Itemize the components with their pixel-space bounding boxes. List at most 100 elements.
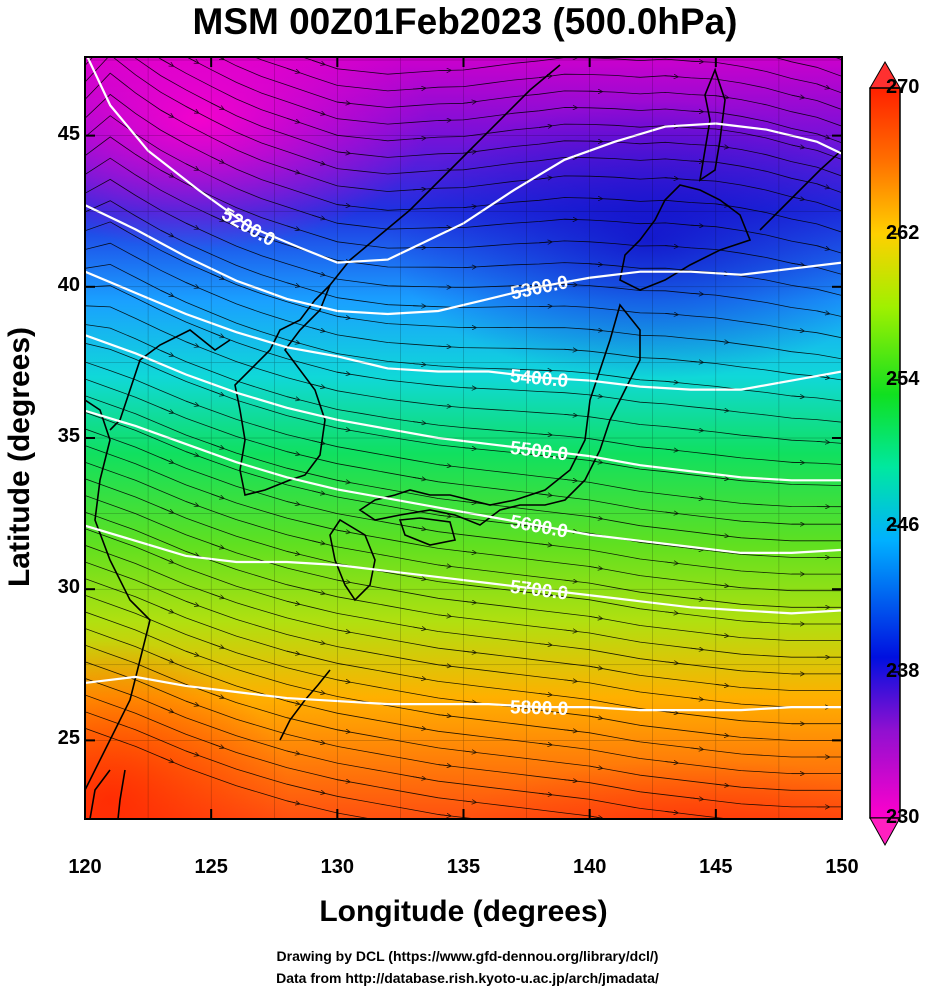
streamline-arrow: [286, 67, 300, 72]
streamline-arrow: [185, 501, 199, 507]
streamline-arrow: [413, 827, 426, 829]
streamline-arrow: [337, 152, 350, 153]
streamline-arrow: [185, 551, 199, 556]
streamline-arrow: [185, 163, 199, 170]
streamline-arrow: [463, 206, 477, 207]
streamline-arrow: [539, 594, 552, 596]
streamline-arrow: [337, 428, 350, 430]
y-tick-marks: [85, 134, 842, 742]
streamline-arrow: [539, 177, 552, 179]
streamline-arrow: [438, 765, 451, 767]
streamline-arrow: [564, 730, 577, 732]
streamline-arrow: [211, 443, 224, 449]
streamline-arrow: [286, 117, 300, 122]
streamline-arrow: [715, 146, 729, 148]
streamline: [85, 305, 842, 444]
streamline: [218, 57, 842, 127]
streamline-arrow: [464, 52, 477, 54]
streamline: [185, 57, 842, 144]
streamline: [85, 428, 842, 575]
streamline-arrow: [218, 57, 224, 59]
streamline-arrow: [665, 762, 678, 764]
streamline-arrow: [286, 800, 300, 804]
streamline-arrow: [311, 327, 325, 332]
streamline-arrow: [210, 156, 224, 163]
streamline-arrow: [791, 330, 805, 332]
contour-line: [86, 57, 842, 264]
streamline-arrow: [160, 229, 174, 236]
streamline-arrow: [715, 734, 729, 736]
streamline-arrow: [210, 102, 224, 109]
x-tick-label: 120: [68, 856, 102, 878]
streamline-arrow: [665, 811, 678, 813]
colorbar: [869, 60, 901, 847]
streamline-arrow: [589, 461, 603, 463]
streamline-arrow: [312, 490, 325, 494]
streamline-arrow: [160, 606, 174, 612]
streamline-arrow: [690, 225, 704, 226]
streamline-arrow: [463, 651, 477, 653]
streamline-arrow: [539, 743, 552, 745]
streamline-arrow: [286, 551, 300, 554]
streamline-arrow: [160, 58, 174, 66]
streamline: [85, 361, 842, 508]
streamline-arrow: [311, 214, 325, 219]
streamline-arrow: [463, 551, 477, 553]
streamline-arrow: [564, 630, 577, 632]
colorbar-tick-label: 238: [886, 660, 920, 682]
streamline-arrow: [691, 848, 704, 850]
y-tick-label: 25: [57, 727, 80, 750]
coast-korea: [234, 284, 331, 496]
streamline-arrow: [413, 88, 426, 89]
streamline-arrow: [412, 577, 426, 579]
streamline-arrow: [286, 168, 300, 173]
colorbar-tick-label: 270: [886, 76, 920, 98]
streamline-arrow: [211, 543, 224, 549]
streamline-arrow: [286, 600, 300, 604]
streamline: [85, 378, 842, 525]
colorbar-tick-label: 230: [886, 806, 920, 828]
streamline-arrow: [160, 756, 174, 762]
streamline-arrow: [160, 350, 174, 356]
field-layer: 5200.05300.05400.05500.05600.05700.05800…: [85, 52, 842, 863]
streamline-arrow: [312, 590, 325, 594]
streamline-arrow: [211, 593, 224, 599]
contour-line: [85, 675, 842, 712]
streamline-arrow: [211, 693, 224, 699]
streamline: [85, 661, 842, 808]
streamline-arrow: [438, 515, 451, 517]
streamline-arrow: [715, 535, 729, 537]
streamline-arrow: [564, 780, 577, 782]
streamline-arrow: [185, 700, 199, 706]
streamline: [85, 561, 842, 708]
streamline-arrow: [665, 562, 678, 564]
streamline: [85, 628, 842, 774]
streamline-arrow: [185, 341, 199, 347]
streamline-arrow: [286, 451, 300, 455]
x-axis-label: Longitude (degrees): [319, 895, 608, 928]
colorbar-bottom-arrow: [869, 817, 901, 847]
streamline-arrow: [211, 493, 224, 499]
streamline-arrow: [286, 650, 300, 654]
colorbar-body: [869, 87, 901, 819]
streamline: [85, 727, 374, 819]
streamline-arrow: [665, 449, 678, 450]
streamline-arrow: [564, 414, 577, 415]
streamline-arrow: [211, 331, 224, 337]
chart-title: MSM 00Z01Feb2023 (500.0hPa): [192, 1, 738, 42]
streamline-arrow: [816, 311, 830, 314]
streamline-arrow: [715, 341, 729, 343]
streamline: [85, 578, 842, 725]
streamline-arrow: [665, 861, 678, 863]
y-tick-label: 45: [57, 122, 80, 145]
colorbar-tick-label: 254: [886, 368, 920, 390]
streamline-arrow: [589, 716, 603, 718]
streamline-arrow: [312, 640, 325, 644]
streamline-arrow: [589, 616, 603, 618]
streamline-arrow: [412, 677, 426, 679]
streamline-arrow: [438, 814, 451, 816]
streamline: [85, 461, 842, 608]
streamline-arrow: [463, 102, 477, 104]
streamline-arrow: [438, 565, 451, 567]
